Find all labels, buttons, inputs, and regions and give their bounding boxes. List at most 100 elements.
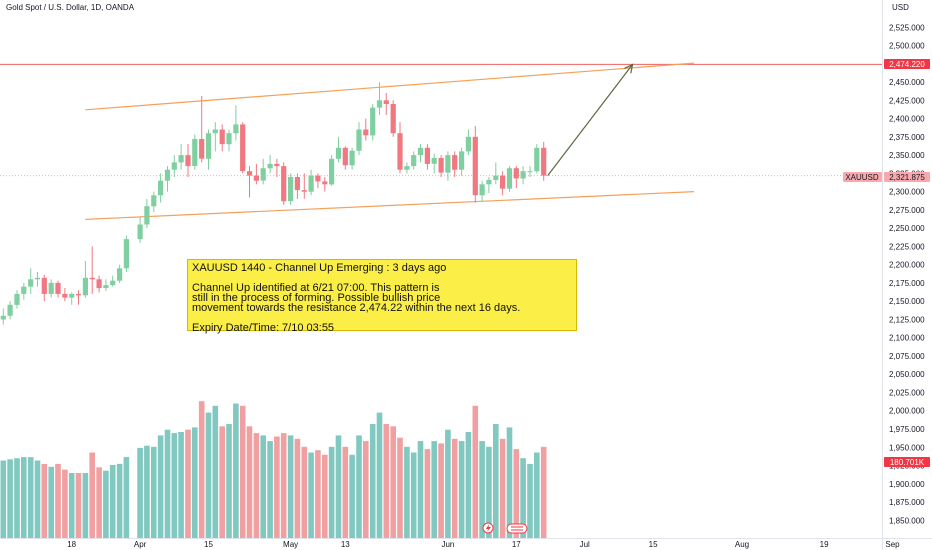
candle-body [123, 239, 129, 269]
candle-body [370, 107, 376, 136]
currency-label[interactable]: USD [892, 3, 909, 12]
candle-body [240, 124, 246, 172]
candle [260, 158, 266, 185]
candle [62, 288, 68, 302]
candle-body [41, 277, 47, 294]
volume-bar [109, 465, 116, 538]
candle-body [356, 129, 362, 151]
volume-bar [137, 447, 143, 538]
candle-body [267, 163, 273, 169]
volume-bar [397, 437, 403, 538]
candle-body [212, 129, 218, 134]
candle-body [28, 279, 34, 287]
volume-tag-text: 180.701K [890, 458, 925, 467]
candle [363, 118, 369, 141]
candle [417, 144, 424, 163]
candle-body [48, 282, 54, 294]
candle-body [342, 147, 348, 166]
channel-lower-line [85, 191, 695, 220]
candle-body [164, 169, 171, 181]
candle [267, 155, 273, 174]
candle [465, 129, 471, 156]
volume-bar [68, 473, 75, 538]
candle-body [452, 155, 458, 170]
volume-bar [157, 435, 164, 538]
candle [21, 282, 27, 300]
candle [281, 162, 287, 205]
candle-body [520, 171, 526, 179]
candle [219, 124, 225, 152]
candle [96, 275, 102, 293]
volume-bar [513, 449, 520, 538]
candle [342, 146, 348, 170]
y-tick-label: 2,150.000 [889, 297, 925, 306]
candle-body [178, 155, 184, 163]
volume-bar [205, 412, 212, 538]
y-tick-label: 2,225.000 [889, 242, 925, 251]
y-tick-label: 2,450.000 [889, 78, 925, 87]
volume-bar [431, 441, 437, 538]
candle-body [527, 171, 533, 173]
volume-bars [0, 401, 547, 539]
x-tick-label: May [283, 540, 298, 549]
x-tick-label: 15 [649, 540, 658, 549]
candle [48, 279, 54, 298]
candle [479, 180, 485, 202]
volume-bar [123, 457, 130, 538]
volume-bar [96, 467, 102, 538]
volume-bar [417, 441, 424, 538]
candle [534, 144, 540, 174]
candle [301, 173, 307, 199]
y-tick-label: 2,125.000 [889, 315, 925, 324]
y-tick-label: 2,525.000 [889, 23, 925, 32]
volume-tag [884, 457, 930, 467]
candle [151, 191, 157, 213]
candle [315, 173, 321, 188]
candle [438, 155, 444, 177]
candle [82, 261, 88, 298]
volume-bar [540, 446, 547, 538]
channel-upper-line [85, 62, 695, 111]
volume-bar [328, 446, 335, 538]
candle-body [82, 277, 88, 296]
calendar-icon[interactable] [506, 523, 528, 534]
candle [506, 166, 513, 192]
volume-bar [294, 438, 301, 538]
volume-bar [267, 441, 273, 538]
volume-bar [499, 438, 506, 538]
volume-bar [89, 452, 95, 538]
candle [520, 166, 526, 185]
lightning-icon[interactable] [482, 522, 494, 534]
candle [404, 162, 410, 174]
resistance-price-text: 2,474.220 [889, 60, 925, 69]
volume-bar [239, 405, 246, 538]
candle-body [274, 163, 280, 167]
candle-body [445, 155, 451, 173]
time-axis[interactable]: 18Apr15May13Jun17Jul15Aug19Sep16 [67, 540, 932, 549]
price-axis[interactable]: 2,525.0002,500.0002,475.0002,450.0002,42… [889, 23, 925, 525]
candle [103, 279, 109, 291]
candle [288, 173, 294, 205]
volume-bar [48, 466, 54, 539]
y-tick-label: 1,900.000 [889, 480, 925, 489]
candle [493, 162, 499, 185]
candle-body [14, 293, 20, 305]
candle [144, 198, 150, 229]
candle-body [151, 195, 157, 207]
candle [199, 95, 205, 163]
candle [14, 290, 20, 309]
volume-bar [185, 429, 191, 538]
candles-layer[interactable] [0, 82, 547, 325]
candle [294, 173, 300, 199]
candle-body [281, 166, 287, 202]
candle-body [513, 168, 519, 179]
candle [240, 122, 246, 174]
volume-bar [233, 403, 239, 538]
y-tick-label: 2,200.000 [889, 261, 925, 270]
volume-bar [308, 452, 314, 538]
candle-body [219, 129, 225, 145]
candle [192, 134, 198, 170]
candle-body [260, 168, 266, 181]
x-tick-label: 15 [204, 540, 213, 549]
